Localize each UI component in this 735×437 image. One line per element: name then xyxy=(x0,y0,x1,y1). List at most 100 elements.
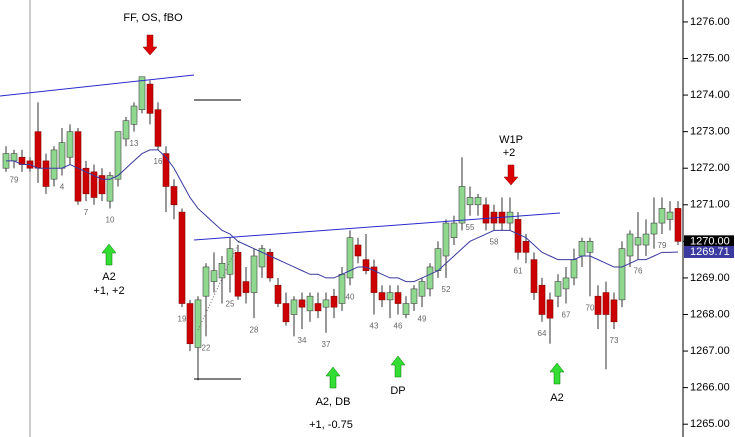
candle-body xyxy=(402,303,410,315)
candle-body xyxy=(50,149,58,180)
candle-body xyxy=(642,233,650,246)
bar-number: 7 xyxy=(84,208,89,217)
y-tick-label: 1276.00 xyxy=(690,16,730,28)
candle-body xyxy=(306,295,314,312)
y-tick-label: 1271.00 xyxy=(690,199,730,211)
candle-body xyxy=(10,153,18,162)
candle-body xyxy=(602,292,610,315)
candle-body xyxy=(146,83,154,114)
candle-body xyxy=(546,299,554,319)
candle-body xyxy=(410,288,418,304)
bar-number: 76 xyxy=(634,267,643,276)
annotation: FF, OS, fBO xyxy=(123,12,183,24)
bar-number: 28 xyxy=(250,325,259,334)
annotation: A2 xyxy=(102,271,115,283)
trendline xyxy=(0,74,195,97)
bar-number: 19 xyxy=(178,314,187,323)
candle-body xyxy=(186,303,194,345)
candle-body xyxy=(434,248,442,271)
bar-number: 70 xyxy=(586,303,595,312)
price-tag-label: 1270.00 xyxy=(690,235,730,247)
candle-body xyxy=(418,281,426,297)
candle-body xyxy=(178,211,186,304)
bar-number: 49 xyxy=(418,314,427,323)
candle-body xyxy=(106,175,114,202)
price-tag-label: 1269.71 xyxy=(690,246,730,258)
candle-body xyxy=(274,284,282,304)
candle-body xyxy=(538,284,546,315)
candle-body xyxy=(42,160,50,187)
candle-body xyxy=(658,208,666,224)
candle-body xyxy=(666,211,674,220)
candle-body xyxy=(130,105,138,125)
candle-body xyxy=(442,222,450,257)
candle-body xyxy=(162,153,170,187)
candle-body xyxy=(426,266,434,290)
candle-body xyxy=(634,237,642,246)
candle-body xyxy=(610,299,618,323)
candle-body xyxy=(114,131,122,180)
price-tag xyxy=(684,235,734,248)
candle-body xyxy=(322,299,330,308)
candle-body xyxy=(522,241,530,253)
y-tick-label: 1273.00 xyxy=(690,126,730,138)
y-tick-label: 1266.00 xyxy=(690,382,730,394)
arrow-up xyxy=(549,362,565,385)
candle-body xyxy=(386,292,394,301)
arrow-down xyxy=(142,34,158,56)
candle-body xyxy=(578,241,586,257)
bar-number: 34 xyxy=(298,336,307,345)
candle-body xyxy=(314,303,322,312)
candle-body xyxy=(346,237,354,279)
price-tag xyxy=(684,245,734,258)
candle-body xyxy=(234,252,242,297)
annotation: +1, -0.75 xyxy=(309,419,353,431)
candle-body xyxy=(266,252,274,279)
y-tick-label: 1268.00 xyxy=(690,308,730,320)
candle-body xyxy=(250,255,258,293)
candle-body xyxy=(218,262,226,279)
candle-body xyxy=(194,299,202,348)
bar-number: 4 xyxy=(60,183,65,192)
candle-body xyxy=(282,303,290,323)
candle-body xyxy=(482,204,490,224)
candle-body xyxy=(506,211,514,224)
candle-body xyxy=(74,131,82,202)
bar-number: 58 xyxy=(490,237,499,246)
annotation: DP xyxy=(390,385,405,397)
bar-number: 43 xyxy=(370,322,379,331)
annotation: +2 xyxy=(503,147,516,159)
bar-number: 64 xyxy=(538,329,547,338)
candle-body xyxy=(370,266,378,293)
candle-body xyxy=(138,76,146,111)
y-tick-label: 1265.00 xyxy=(690,418,730,430)
candle-body xyxy=(242,281,250,293)
candle-body xyxy=(594,295,602,315)
candle-body xyxy=(450,222,458,238)
y-tick-label: 1267.00 xyxy=(690,345,730,357)
candle-body xyxy=(354,244,362,257)
annotation: W1P xyxy=(499,134,523,146)
bar-number: 22 xyxy=(202,344,211,353)
arrow-up xyxy=(101,243,117,266)
candle-body xyxy=(34,131,42,169)
candle-body xyxy=(82,167,90,195)
bar-number: 55 xyxy=(466,223,475,232)
bar-number: 79 xyxy=(10,175,19,184)
bar-number: 73 xyxy=(610,336,619,345)
y-tick-label: 1275.00 xyxy=(690,52,730,64)
bar-number: 25 xyxy=(226,300,235,309)
candle-body xyxy=(122,120,130,140)
arrow-down xyxy=(503,164,519,186)
annotation: +1, +2 xyxy=(93,285,124,297)
candle-body xyxy=(98,175,106,195)
bar-number: 37 xyxy=(322,340,331,349)
candle-body xyxy=(458,186,466,224)
candle-body xyxy=(378,292,386,301)
candle-body xyxy=(586,241,594,253)
candle-body xyxy=(530,259,538,293)
candle-body xyxy=(58,142,66,169)
candle-body xyxy=(570,259,578,279)
candle-body xyxy=(210,270,218,282)
